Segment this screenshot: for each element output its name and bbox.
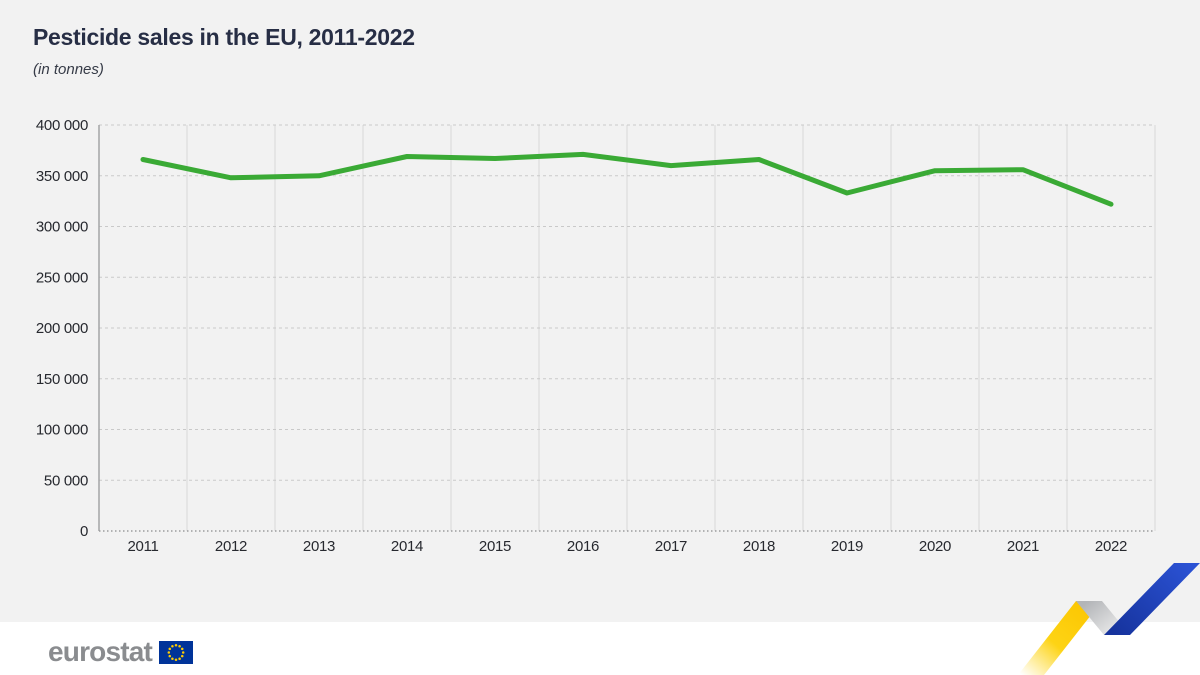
data-series [140,151,1114,207]
x-axis-labels: 2011 2012 2013 2014 2015 2016 2017 2018 2019 2020… [127,538,1127,555]
x-tick-label: 2020 [919,538,951,555]
eu-flag-star [171,644,174,648]
eu-flag-stars [167,643,185,661]
axes [98,125,1155,532]
y-tick-label: 350 000 [36,168,88,185]
data-line [140,151,1114,207]
eurostat-logo: eurostat [48,636,194,667]
eu-flag-star [181,654,184,657]
x-tick-label: 2013 [303,538,335,555]
eu-flag-star [174,643,178,647]
y-tick-label: 100 000 [36,422,88,439]
eu-flag-star [174,657,178,661]
y-tick-label: 150 000 [36,371,88,388]
ribbon-yellow-segment [1018,601,1102,675]
y-tick-label: 250 000 [36,269,88,286]
eu-flag-star [178,644,181,648]
chart-title: Pesticide sales in the EU, 2011-2022 [33,24,415,50]
x-tick-label: 2021 [1007,538,1039,555]
footer [0,622,1200,675]
x-tick-label: 2011 [127,538,158,555]
x-tick-label: 2017 [655,538,687,555]
eu-flag-icon [159,640,194,664]
trend-ribbon-graphic [1018,563,1200,675]
x-tick-label: 2016 [567,538,599,555]
x-tick-label: 2012 [215,538,247,555]
y-tick-label: 50 000 [44,472,88,489]
eurostat-logo-text: eurostat [48,636,153,667]
eu-flag-star [168,654,172,657]
x-tick-label: 2022 [1095,538,1127,555]
eu-flag-star [171,656,174,660]
y-tick-label: 0 [80,523,88,540]
y-tick-label: 200 000 [36,320,88,337]
eu-flag-star [181,647,184,650]
ribbon-blue-segment [1104,563,1200,635]
eu-flag-field [159,640,194,664]
x-tick-label: 2018 [743,538,775,555]
chart-subtitle: (in tonnes) [33,61,104,78]
y-axis-labels: 0 50 000 100 000 150 000 200 000 250 000 300 0… [36,117,88,540]
x-tick-label: 2014 [391,538,423,555]
eu-flag-star [182,650,185,654]
x-tick-label: 2019 [831,538,863,555]
eu-flag-star [178,656,181,660]
x-tick-label: 2015 [479,538,511,555]
y-tick-label: 300 000 [36,219,88,236]
y-tick-label: 400 000 [36,117,88,134]
eu-flag-star [167,650,171,654]
eu-flag-star [168,647,172,650]
